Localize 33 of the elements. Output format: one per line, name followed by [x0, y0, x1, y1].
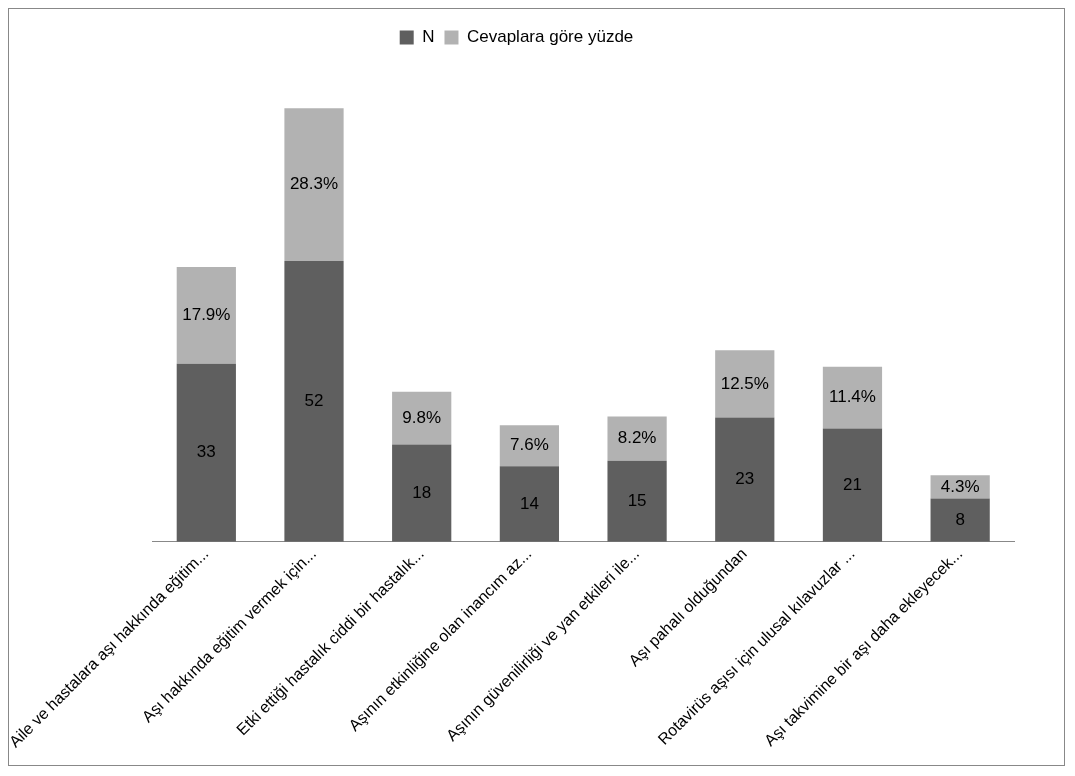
- data-label: 8.2%: [617, 428, 657, 448]
- bar: [392, 444, 452, 542]
- bar: [715, 417, 775, 542]
- data-label: 15: [627, 490, 647, 510]
- data-label: 23: [735, 469, 755, 489]
- bar: [607, 416, 667, 461]
- bar: [176, 363, 236, 542]
- data-label: 52: [304, 391, 324, 411]
- data-label: 4.3%: [940, 476, 980, 496]
- bar: [284, 108, 344, 262]
- data-label: 14: [519, 493, 539, 513]
- data-label: 8: [955, 509, 965, 529]
- bar: [930, 498, 990, 542]
- data-label: 9.8%: [402, 407, 442, 427]
- bar: [499, 466, 560, 542]
- bar: [822, 366, 883, 429]
- legend-label: Cevaplara göre yüzde: [466, 27, 634, 47]
- bar: [822, 428, 883, 542]
- data-label: 21: [843, 474, 862, 494]
- bar: [284, 261, 344, 542]
- data-label: 11.4%: [828, 387, 876, 407]
- data-label: 17.9%: [182, 305, 231, 325]
- data-label: 7.6%: [510, 435, 549, 455]
- bar: [392, 391, 452, 445]
- legend-label: N: [422, 27, 435, 47]
- data-label: 12.5%: [720, 373, 769, 393]
- bar: [176, 267, 236, 364]
- data-label: 18: [412, 482, 432, 502]
- data-label: 28.3%: [289, 174, 339, 194]
- data-label: 33: [196, 442, 216, 462]
- bar: [715, 350, 775, 418]
- bar: [607, 460, 667, 542]
- bar: [499, 425, 560, 467]
